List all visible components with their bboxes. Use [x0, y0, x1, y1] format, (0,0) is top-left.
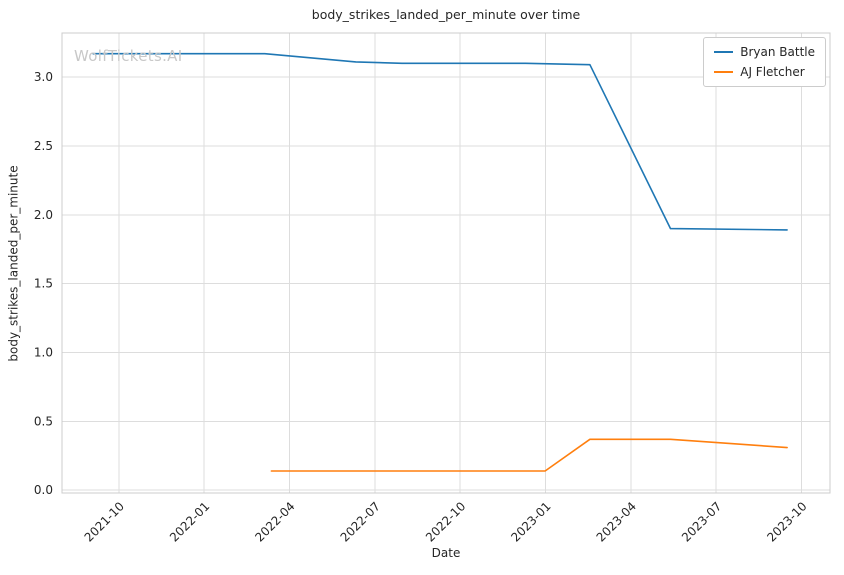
- series-line-aj-fletcher: [270, 438, 788, 472]
- x-axis-label: Date: [431, 546, 461, 560]
- x-tick-label: 2022-07: [338, 499, 383, 544]
- x-tick-label: 2022-10: [423, 499, 468, 544]
- legend-line-swatch: [714, 51, 734, 53]
- x-tick-label: 2021-10: [82, 499, 127, 544]
- chart-title: body_strikes_landed_per_minute over time: [311, 7, 581, 22]
- watermark: WolfTickets.AI: [74, 47, 183, 65]
- y-tick-label: 1.0: [34, 346, 53, 360]
- legend-label: AJ Fletcher: [740, 65, 805, 79]
- y-tick-label: 0.5: [34, 414, 53, 428]
- legend-label: Bryan Battle: [740, 45, 815, 59]
- y-axis-label: body_strikes_landed_per_minute: [6, 165, 21, 362]
- legend: Bryan Battle AJ Fletcher: [703, 37, 826, 87]
- legend-entry: Bryan Battle: [714, 46, 815, 58]
- x-tick-label: 2023-10: [764, 499, 809, 544]
- plot-border: [61, 32, 831, 494]
- series-line-bryan-battle: [92, 52, 788, 231]
- y-tick-label: 1.5: [34, 277, 53, 291]
- legend-entry: AJ Fletcher: [714, 66, 815, 78]
- y-tick-label: 2.0: [34, 208, 53, 222]
- x-tick-label: 2023-01: [508, 499, 553, 544]
- y-tick-label: 2.5: [34, 139, 53, 153]
- x-tick-label: 2022-04: [252, 499, 297, 544]
- legend-line-swatch: [714, 71, 734, 73]
- x-tick-label: 2023-07: [679, 499, 724, 544]
- y-tick-label: 3.0: [34, 70, 53, 84]
- x-tick-label: 2023-04: [594, 499, 639, 544]
- y-tick-label: 0.0: [34, 483, 53, 497]
- x-tick-label: 2022-01: [167, 499, 212, 544]
